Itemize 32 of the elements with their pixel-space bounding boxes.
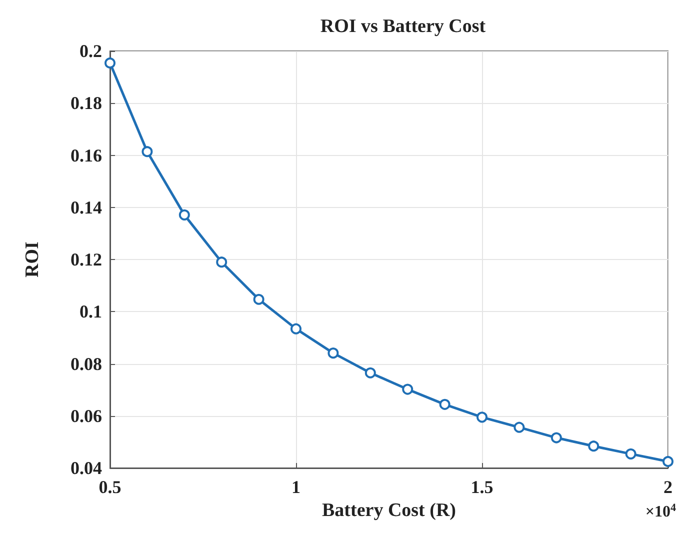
point (514, 422, 525, 433)
y-axis-title: ROI (22, 242, 43, 278)
x-axis-title: Battery Cost (R) (322, 500, 456, 521)
y-tick-label: 0.1 (80, 302, 102, 322)
x-tick-label: 1.5 (470, 477, 494, 497)
point (625, 448, 636, 460)
y-tick-label: 0.12 (70, 250, 102, 270)
y-tick-label: 0.16 (70, 145, 102, 166)
x-tick-label: 2 (664, 477, 672, 497)
point (364, 367, 376, 378)
point (253, 294, 264, 305)
y-tick-label: 0.14 (70, 197, 102, 218)
x-tick-label: 1 (292, 477, 300, 497)
point (662, 456, 674, 467)
y-tick-label: 0.06 (70, 406, 102, 426)
point (142, 146, 153, 158)
y-tick-label: 0.04 (70, 458, 102, 478)
point (402, 384, 414, 395)
x-tick-label: 0.5 (98, 477, 122, 497)
point (216, 256, 228, 268)
y-tick-label: 0.08 (70, 354, 102, 374)
point (550, 432, 562, 444)
chart-title: ROI vs Battery Cost (320, 16, 486, 37)
point (290, 323, 302, 334)
point (104, 57, 116, 68)
y-tick-label: 0.2 (80, 41, 102, 61)
point (439, 398, 450, 410)
point (328, 348, 339, 359)
point (476, 412, 488, 423)
point (178, 209, 190, 220)
y-tick-label: 0.18 (70, 93, 102, 114)
point (588, 440, 600, 452)
